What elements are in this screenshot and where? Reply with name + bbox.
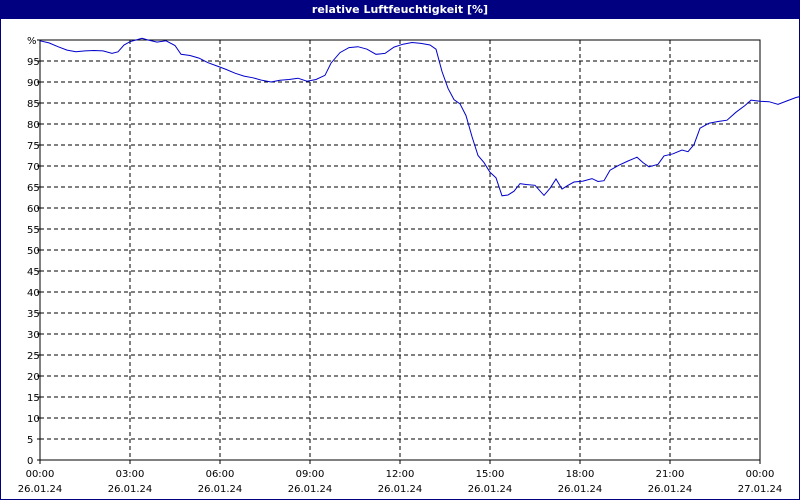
- vertical-gridlines: [129, 40, 671, 460]
- y-tick-label: 75: [27, 141, 40, 152]
- series-layer: [39, 37, 800, 197]
- x-tick-date-label: 27.01.24: [738, 484, 783, 495]
- x-axis-ticks: 00:00 26.01.24 03:00 26.01.24 06:00 26.01.24 0…: [18, 460, 783, 495]
- y-tick-label: 45: [27, 267, 40, 278]
- y-tick-label: 55: [27, 225, 40, 236]
- y-tick-label: 5: [27, 435, 33, 446]
- y-tick-label: 40: [27, 288, 40, 299]
- y-tick-label: 25: [27, 351, 40, 362]
- y-tick-label: 65: [27, 183, 40, 194]
- y-tick-label: 35: [27, 309, 40, 320]
- y-tick-label: 15: [27, 393, 40, 404]
- x-tick-date-label: 26.01.24: [108, 484, 153, 495]
- x-tick-date-label: 26.01.24: [558, 484, 603, 495]
- x-tick-time-label: 21:00: [656, 469, 685, 480]
- x-tick-time-label: 06:00: [206, 469, 235, 480]
- x-tick-date-label: 26.01.24: [468, 484, 513, 495]
- y-tick-label: 0: [27, 456, 33, 467]
- chart-title: relative Luftfeuchtigkeit [%]: [0, 0, 800, 19]
- y-tick-label: 70: [27, 162, 40, 173]
- x-tick-time-label: 12:00: [386, 469, 415, 480]
- x-tick-time-label: 15:00: [476, 469, 505, 480]
- x-tick-date-label: 26.01.24: [18, 484, 63, 495]
- y-axis-ticks: 0 5 10 15 20 25 30 35 40 45 50 55 60 65 70 75 80 85 90 95%: [27, 36, 40, 467]
- y-tick-label: 30: [27, 330, 40, 341]
- y-tick-label: 90: [27, 78, 40, 89]
- x-tick-date-label: 26.01.24: [648, 484, 693, 495]
- y-tick-label: 10: [27, 414, 40, 425]
- y-tick-label: 20: [27, 372, 40, 383]
- x-tick-time-label: 00:00: [746, 469, 775, 480]
- y-tick-label: 50: [27, 246, 40, 257]
- y-tick-label: 85: [27, 99, 40, 110]
- y-tick-label: 60: [27, 204, 40, 215]
- x-tick-time-label: 03:00: [116, 469, 145, 480]
- x-tick-date-label: 26.01.24: [198, 484, 243, 495]
- x-tick-date-label: 26.01.24: [378, 484, 423, 495]
- y-tick-label: 80: [27, 120, 40, 131]
- y-tick-label: 95: [27, 57, 40, 68]
- x-tick-time-label: 00:00: [26, 469, 55, 480]
- series-line: [39, 37, 800, 197]
- x-tick-time-label: 18:00: [566, 469, 595, 480]
- x-tick-time-label: 09:00: [296, 469, 325, 480]
- y-tick-label: %: [27, 36, 37, 47]
- x-tick-date-label: 26.01.24: [288, 484, 333, 495]
